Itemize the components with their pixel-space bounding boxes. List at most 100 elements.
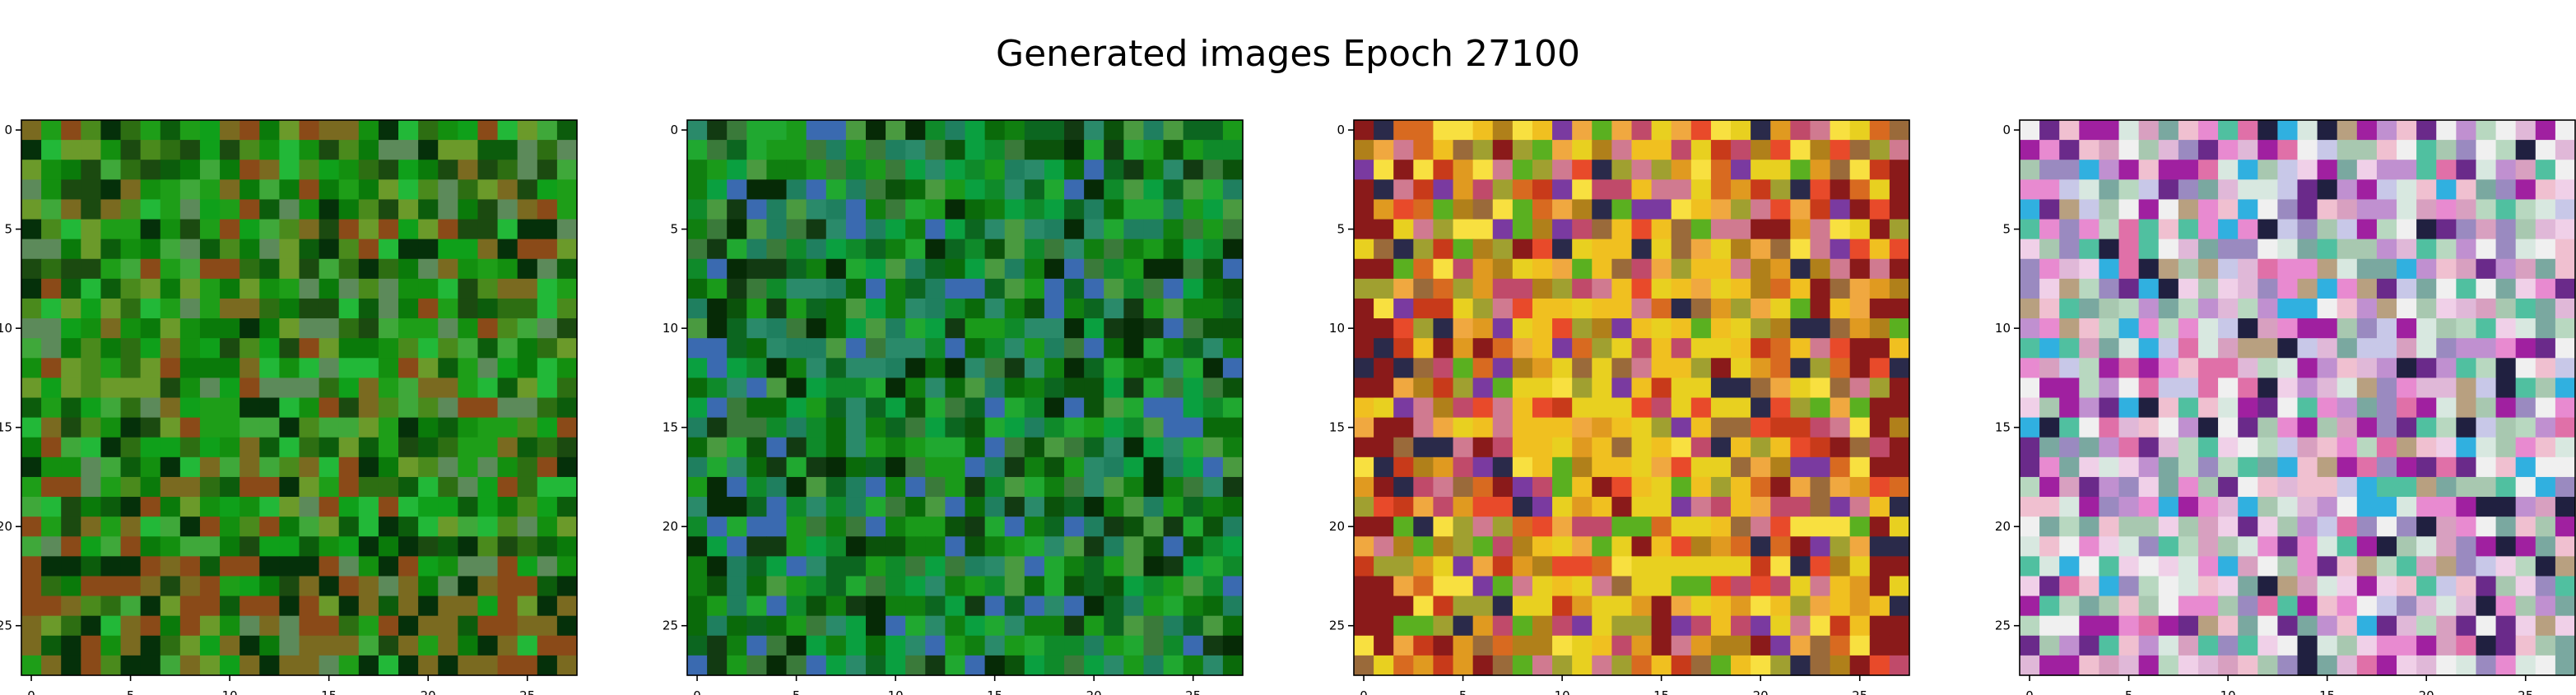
- pixel-cell: [1572, 476, 1593, 498]
- pixel-cell: [2238, 239, 2258, 260]
- pixel-cell: [845, 456, 867, 478]
- pixel-cell: [299, 417, 320, 438]
- pixel-cell: [1731, 517, 1751, 537]
- pixel-cell: [199, 655, 221, 676]
- pixel-cell: [556, 476, 578, 498]
- pixel-cell: [2238, 318, 2258, 339]
- pixel-cell: [2356, 378, 2378, 399]
- pixel-cell: [438, 199, 458, 220]
- pixel-cell: [1651, 298, 1672, 319]
- pixel-cell: [2495, 556, 2517, 577]
- pixel-cell: [1433, 615, 1454, 637]
- pixel-cell: [477, 358, 499, 378]
- pixel-cell: [965, 397, 986, 419]
- pixel-cell: [378, 120, 399, 141]
- pixel-cell: [179, 635, 201, 656]
- pixel-cell: [556, 536, 578, 557]
- pixel-cell: [845, 517, 867, 537]
- pixel-cell: [1163, 476, 1184, 498]
- pixel-cell: [140, 179, 161, 201]
- pixel-cell: [100, 278, 122, 299]
- pixel-cell: [398, 358, 419, 378]
- pixel-cell: [1532, 278, 1553, 299]
- pixel-cell: [1143, 536, 1165, 557]
- pixel-cell: [2317, 437, 2338, 458]
- pixel-cell: [2020, 615, 2040, 637]
- pixel-cell: [2178, 655, 2199, 676]
- pixel-cell: [1810, 298, 1831, 319]
- pixel-cell: [2197, 595, 2219, 617]
- pixel-cell: [81, 655, 102, 676]
- pixel-cell: [61, 278, 81, 299]
- y-tick-label: 10: [1995, 321, 2011, 336]
- pixel-cell: [1631, 517, 1653, 537]
- pixel-cell: [1731, 179, 1751, 201]
- pixel-cell: [925, 239, 946, 260]
- pixel-cell: [727, 298, 747, 319]
- pixel-cell: [845, 298, 867, 319]
- pixel-cell: [1830, 615, 1851, 637]
- pixel-cell: [160, 358, 181, 378]
- pixel-cell: [358, 258, 379, 280]
- pixel-cell: [2456, 140, 2477, 160]
- pixel-cell: [1104, 378, 1124, 399]
- pixel-cell: [1770, 497, 1791, 517]
- pixel-cell: [925, 556, 946, 577]
- pixel-cell: [239, 517, 260, 537]
- pixel-cell: [2218, 258, 2239, 280]
- pixel-cell: [1492, 239, 1514, 260]
- pixel-cell: [1770, 140, 1791, 160]
- y-tick-label: 20: [0, 519, 12, 534]
- y-tick-label: 25: [1329, 619, 1345, 633]
- pixel-cell: [1104, 120, 1124, 141]
- pixel-cell: [886, 120, 906, 141]
- pixel-cell: [438, 397, 458, 419]
- pixel-cell: [1374, 497, 1394, 517]
- pixel-cell: [2238, 378, 2258, 399]
- pixel-cell: [1084, 318, 1104, 339]
- pixel-cell: [2099, 595, 2120, 617]
- pixel-cell: [965, 595, 986, 617]
- pixel-cell: [1869, 517, 1890, 537]
- pixel-cell: [865, 497, 886, 517]
- pixel-cell: [81, 556, 102, 577]
- pixel-cell: [81, 199, 102, 220]
- pixel-cell: [517, 160, 538, 180]
- pixel-cell: [438, 338, 458, 359]
- pixel-cell: [965, 258, 986, 280]
- pixel-cell: [1104, 219, 1124, 240]
- pixel-cell: [1143, 258, 1165, 280]
- pixel-cell: [2317, 635, 2338, 656]
- pixel-cell: [1671, 160, 1692, 180]
- pixel-cell: [2118, 576, 2140, 597]
- pixel-cell: [358, 120, 379, 141]
- pixel-cell: [925, 140, 946, 160]
- pixel-cell: [1532, 476, 1553, 498]
- pixel-cell: [2158, 140, 2179, 160]
- pixel-cell: [1143, 358, 1165, 378]
- pixel-cell: [2456, 655, 2477, 676]
- pixel-cell: [1849, 219, 1871, 240]
- pixel-cell: [1751, 497, 1771, 517]
- pixel-cell: [1810, 556, 1831, 577]
- pixel-cell: [2178, 556, 2199, 577]
- pixel-cell: [1532, 635, 1553, 656]
- pixel-cell: [925, 595, 946, 617]
- pixel-cell: [865, 655, 886, 676]
- pixel-cell: [1123, 615, 1145, 637]
- pixel-cell: [1163, 378, 1184, 399]
- generated-image-4-pixels: [2020, 120, 2576, 676]
- pixel-cell: [517, 615, 538, 637]
- pixel-cell: [1492, 219, 1514, 240]
- pixel-cell: [707, 358, 728, 378]
- pixel-cell: [1671, 140, 1692, 160]
- pixel-cell: [239, 497, 260, 517]
- pixel-cell: [239, 239, 260, 260]
- pixel-cell: [2515, 635, 2536, 656]
- pixel-cell: [378, 239, 399, 260]
- pixel-cell: [378, 615, 399, 637]
- pixel-cell: [299, 497, 320, 517]
- pixel-cell: [2218, 456, 2239, 478]
- pixel-cell: [1512, 497, 1533, 517]
- y-tick-label: 15: [1329, 420, 1345, 435]
